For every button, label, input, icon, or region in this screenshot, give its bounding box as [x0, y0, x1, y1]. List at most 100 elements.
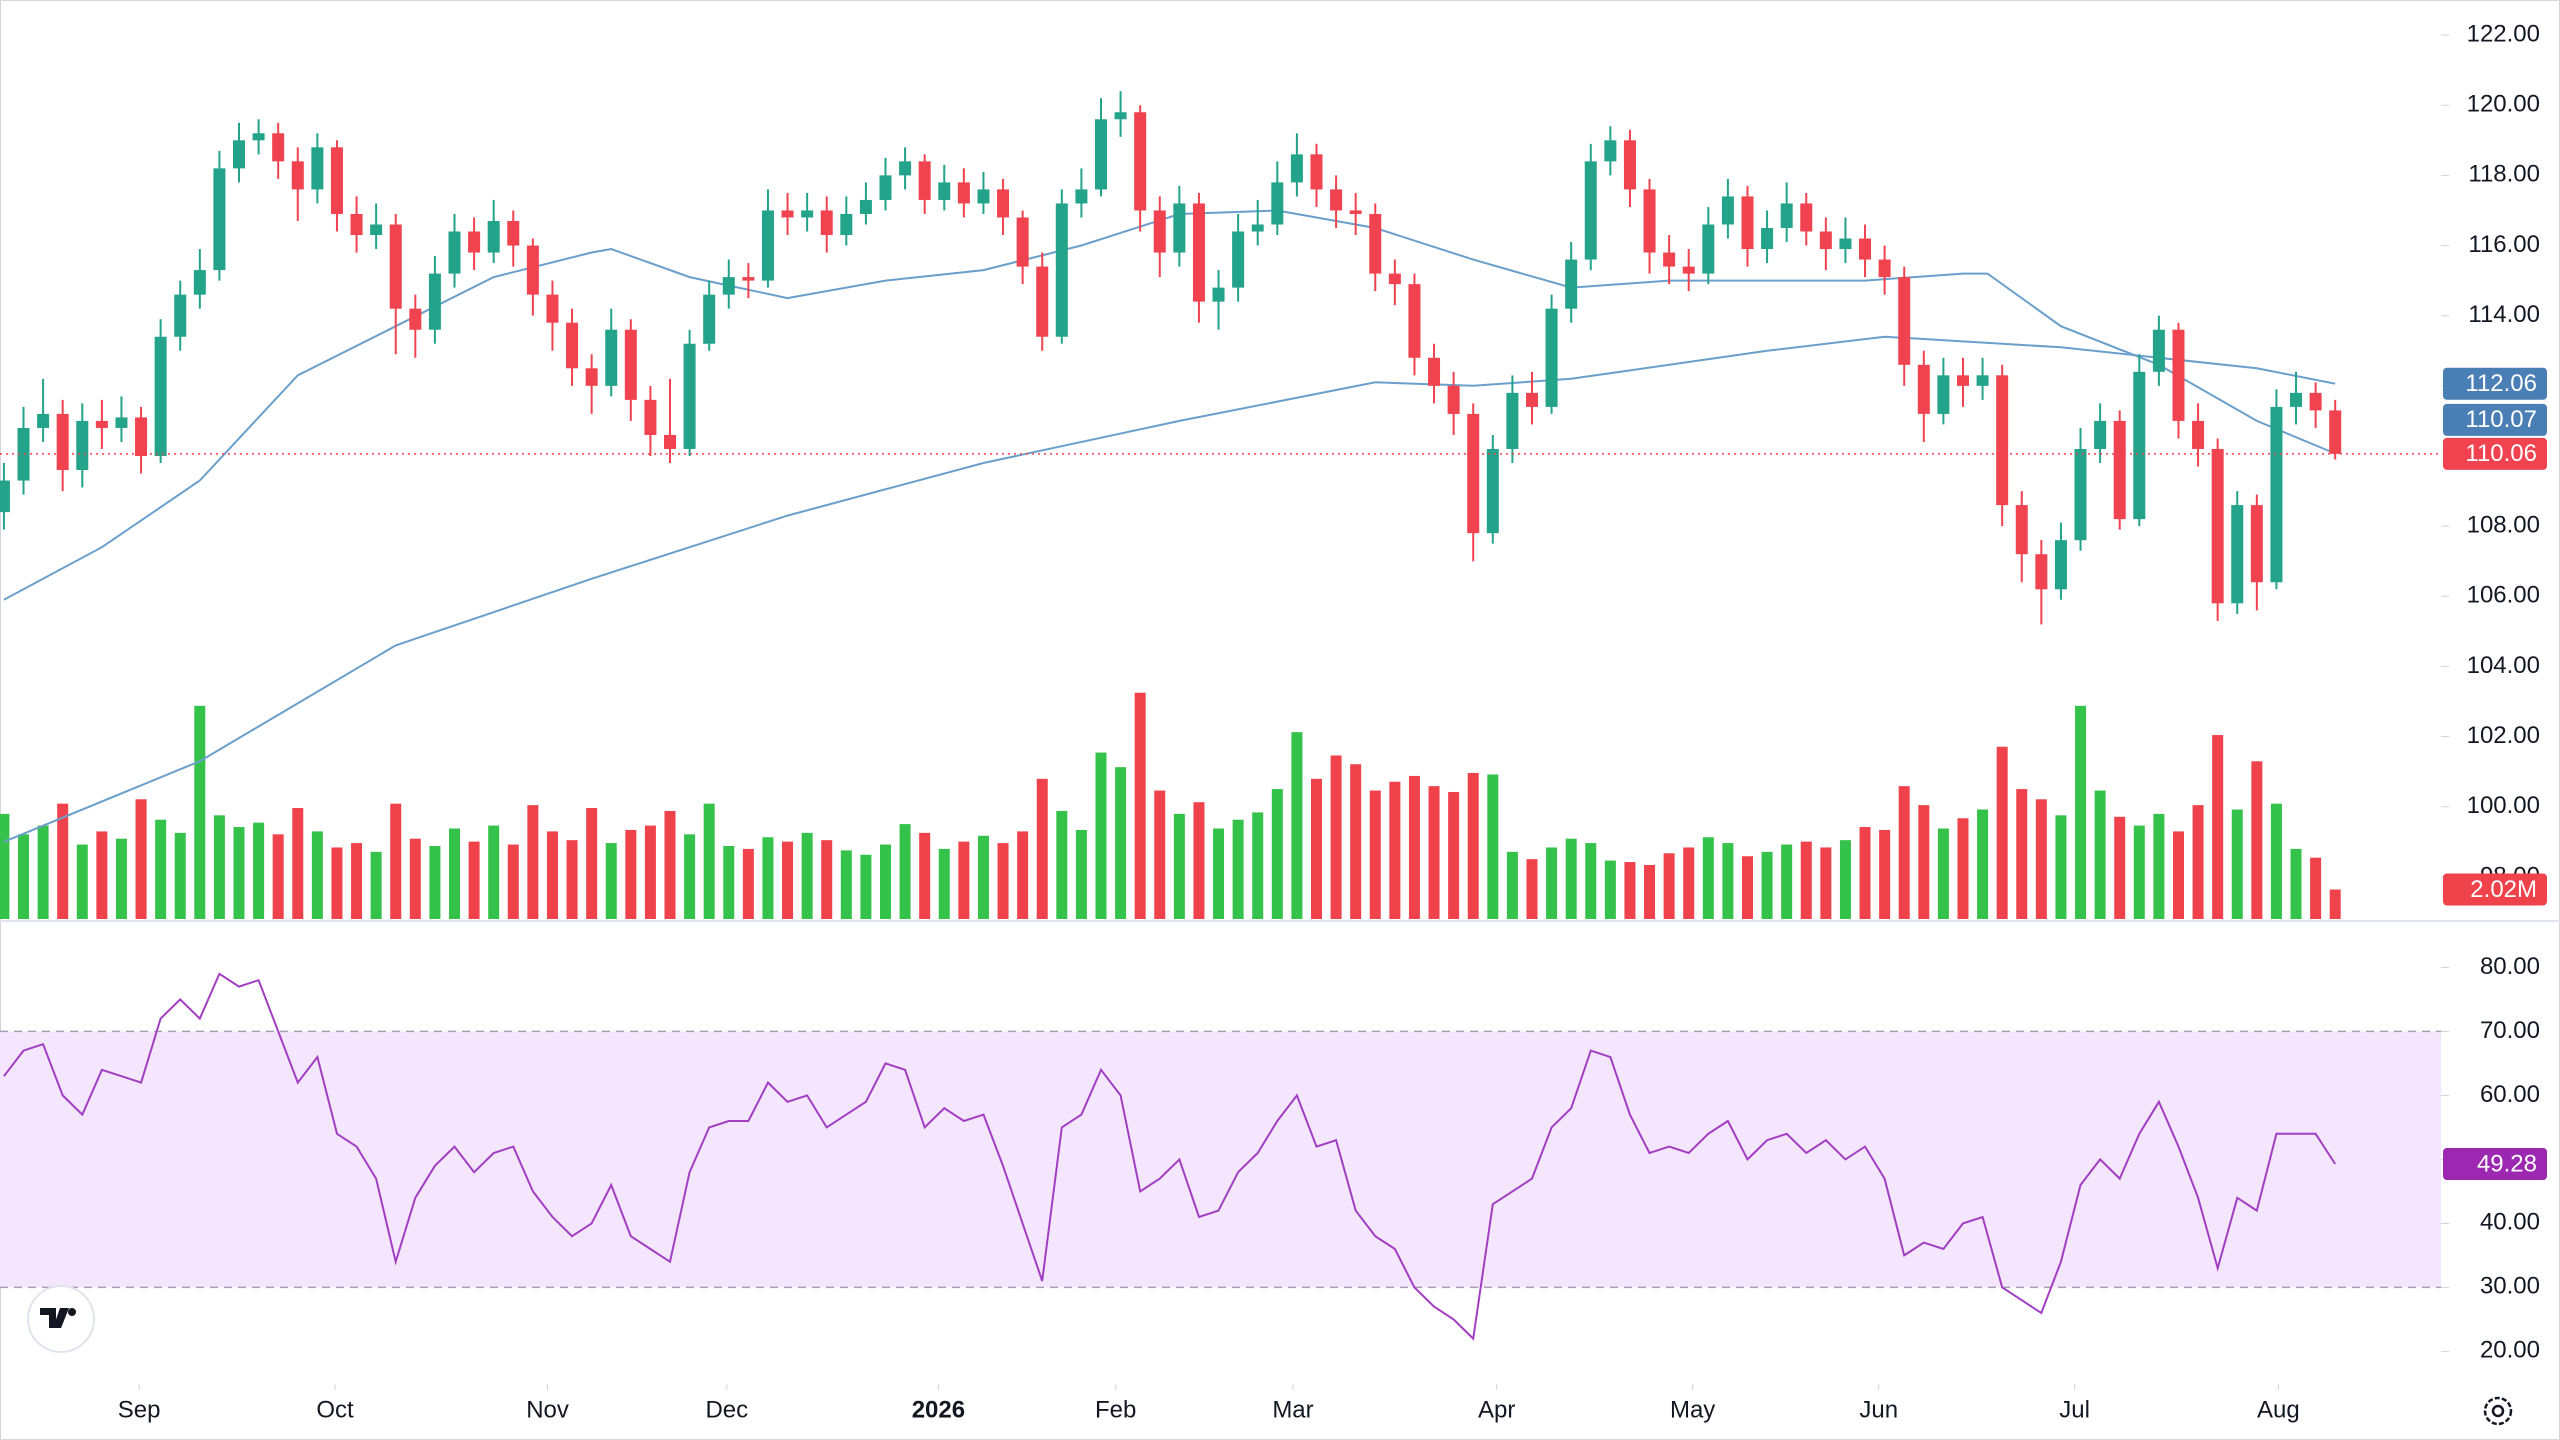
candle-body [1937, 375, 1950, 414]
candle-body [899, 161, 912, 176]
candle-body [2309, 392, 2322, 411]
volume-bar [2094, 790, 2106, 919]
candle-body [0, 480, 10, 513]
x-tick-label: May [1670, 1396, 1715, 1423]
candle-body [1153, 210, 1166, 253]
volume-bar [625, 829, 637, 919]
volume-bar [1506, 851, 1518, 919]
volume-bar [449, 828, 461, 919]
volume-bar [468, 841, 480, 919]
candle-body [1192, 203, 1205, 302]
candle-body [1114, 112, 1127, 120]
candle-body [859, 199, 872, 214]
x-tick-label: Dec [705, 1396, 748, 1423]
y-tick-label: 100.00 [2467, 792, 2540, 819]
candle-body [1663, 252, 1676, 267]
candle-body [2270, 406, 2283, 583]
volume-bar [899, 824, 911, 919]
volume-bar [2290, 848, 2302, 919]
candle-body [938, 182, 951, 200]
volume-bar [96, 831, 108, 919]
candle-body [566, 322, 579, 369]
candle-body [1584, 161, 1597, 260]
candle-body [1976, 375, 1989, 386]
logo[interactable] [27, 1285, 95, 1353]
volume-bar [1017, 831, 1029, 919]
candle-body [1467, 413, 1480, 534]
candle-body [664, 434, 677, 449]
volume-bar [879, 844, 891, 919]
volume-bar [2114, 816, 2126, 919]
volume-bar [1467, 773, 1479, 919]
volume-bar [1565, 838, 1577, 919]
volume-bar [1761, 851, 1773, 919]
y-tick-label: 118.00 [2468, 161, 2540, 188]
volume-bar [723, 846, 735, 919]
settings-button[interactable] [2483, 1396, 2513, 1426]
x-tick-label: Sep [118, 1396, 161, 1423]
volume-bar [2035, 799, 2047, 919]
candle-body [722, 277, 735, 295]
volume-bar [1213, 828, 1225, 919]
candle-body [370, 224, 383, 236]
volume-bar [1448, 791, 1460, 919]
candle-body [1408, 284, 1421, 358]
candle-body [233, 140, 246, 169]
volume-bar [213, 815, 225, 919]
candle-body [1428, 357, 1441, 386]
volume-bar [37, 825, 49, 919]
x-tick-label: Oct [316, 1396, 354, 1423]
candle-body [2015, 505, 2028, 555]
x-tick-label: Mar [1272, 1396, 1313, 1423]
y-tick-label: 102.00 [2467, 722, 2540, 749]
candle-body [605, 329, 618, 386]
volume-bar [1369, 790, 1381, 919]
candle-body [1271, 182, 1284, 225]
rsi-y-tick-label: 60.00 [2480, 1081, 2540, 1108]
volume-bar [370, 851, 382, 919]
rsi-y-tick-label: 30.00 [2480, 1273, 2540, 1300]
volume-bar [1193, 802, 1205, 919]
x-tick-label: Jul [2059, 1396, 2090, 1423]
volume-bar [958, 841, 970, 919]
volume-bar [429, 846, 441, 919]
volume-bar [1839, 840, 1851, 919]
settings-gear[interactable] [2483, 1396, 2513, 1426]
candle-body [1016, 217, 1029, 267]
ma-value-label-box [2443, 403, 2547, 436]
candle-body [1761, 227, 1774, 250]
candle-body [135, 417, 148, 456]
candle-body [350, 213, 363, 236]
candle-body [2035, 554, 2048, 590]
candle-body [291, 161, 304, 190]
volume-bar [1036, 778, 1048, 919]
volume-bar [76, 844, 88, 919]
candle-body [1878, 259, 1891, 278]
volume-bar [801, 832, 813, 919]
volume-bar [860, 854, 872, 919]
candle-body [526, 245, 539, 295]
volume-bar [1977, 809, 1989, 919]
volume-bar [57, 803, 69, 919]
candle-body [1682, 266, 1695, 274]
candle-body [1447, 385, 1460, 414]
volume-bar [115, 838, 127, 919]
volume-bar [1937, 828, 1949, 919]
candle-body [1956, 375, 1969, 386]
candle-body [781, 210, 794, 218]
volume-bar [2133, 825, 2145, 919]
candle-body [2152, 329, 2165, 372]
volume-bar [390, 803, 402, 919]
candle-body [17, 427, 30, 481]
volume-bar [664, 810, 676, 919]
volume-bar [1252, 812, 1264, 919]
volume-bar [1291, 732, 1303, 919]
volume-bar [840, 850, 852, 919]
candle-body [56, 413, 69, 471]
y-tick-label: 120.00 [2467, 91, 2540, 118]
candle-body [1604, 140, 1617, 162]
candle-body [193, 270, 206, 295]
candle-body [2133, 371, 2146, 520]
